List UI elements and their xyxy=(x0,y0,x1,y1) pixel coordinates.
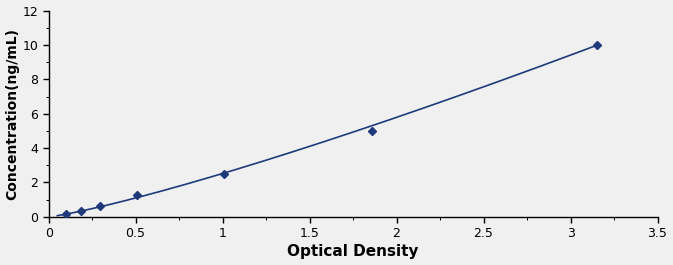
Y-axis label: Concentration(ng/mL): Concentration(ng/mL) xyxy=(5,28,20,200)
X-axis label: Optical Density: Optical Density xyxy=(287,244,419,259)
